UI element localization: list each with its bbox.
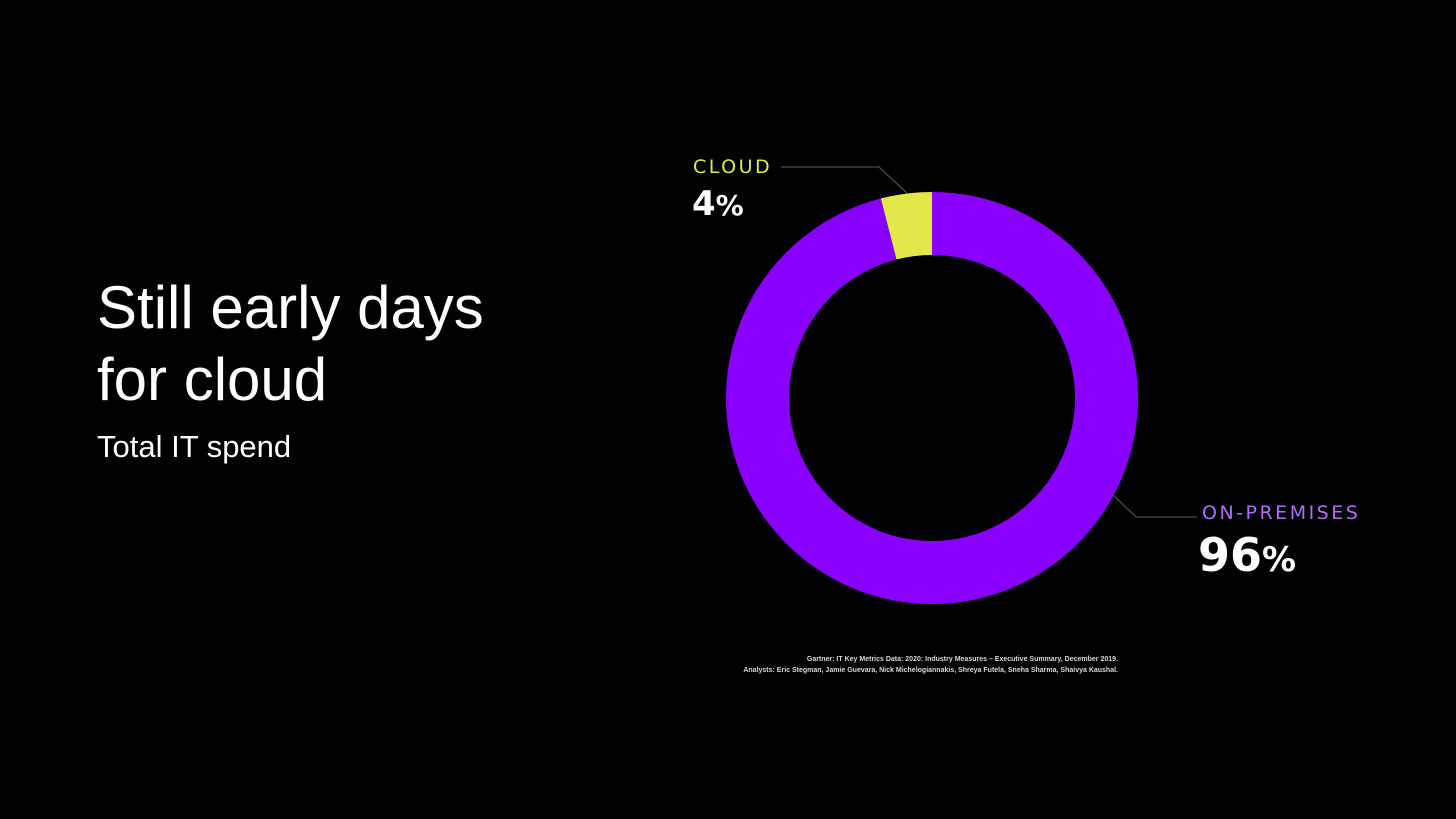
slice-label-cloud-text: CLOUD bbox=[693, 156, 772, 178]
donut-slices bbox=[726, 192, 1138, 604]
slice-value-cloud-unit: % bbox=[716, 189, 744, 222]
donut-slice-on-premises bbox=[726, 192, 1138, 604]
source-citation: Gartner: IT Key Metrics Data: 2020: Indu… bbox=[743, 654, 1118, 676]
slice-value-cloud-number: 4 bbox=[692, 184, 716, 224]
slice-label-cloud: CLOUD bbox=[693, 156, 772, 178]
slice-value-on-premises-number: 96 bbox=[1198, 528, 1262, 582]
slide-title-line-1: Still early days bbox=[97, 274, 484, 341]
leader-line-cloud bbox=[781, 166, 908, 194]
slice-value-on-premises: 96% bbox=[1198, 528, 1296, 582]
slice-value-on-premises-unit: % bbox=[1262, 540, 1296, 580]
slice-value-cloud: 4% bbox=[692, 184, 744, 224]
slice-label-on-premises: ON-PREMISES bbox=[1202, 502, 1360, 524]
source-line-2: Analysts: Eric Stegman, Jamie Guevara, N… bbox=[743, 667, 1118, 674]
title-block: Still early days for cloud Total IT spen… bbox=[97, 272, 484, 465]
donut-slice-cloud bbox=[880, 192, 932, 260]
slice-label-on-premises-text: ON-PREMISES bbox=[1202, 502, 1360, 524]
slide-title-line-2: for cloud bbox=[97, 346, 328, 413]
slide-subtitle: Total IT spend bbox=[97, 429, 292, 464]
leader-line-on-premises bbox=[1111, 493, 1197, 518]
source-line-1: Gartner: IT Key Metrics Data: 2020: Indu… bbox=[806, 656, 1118, 663]
